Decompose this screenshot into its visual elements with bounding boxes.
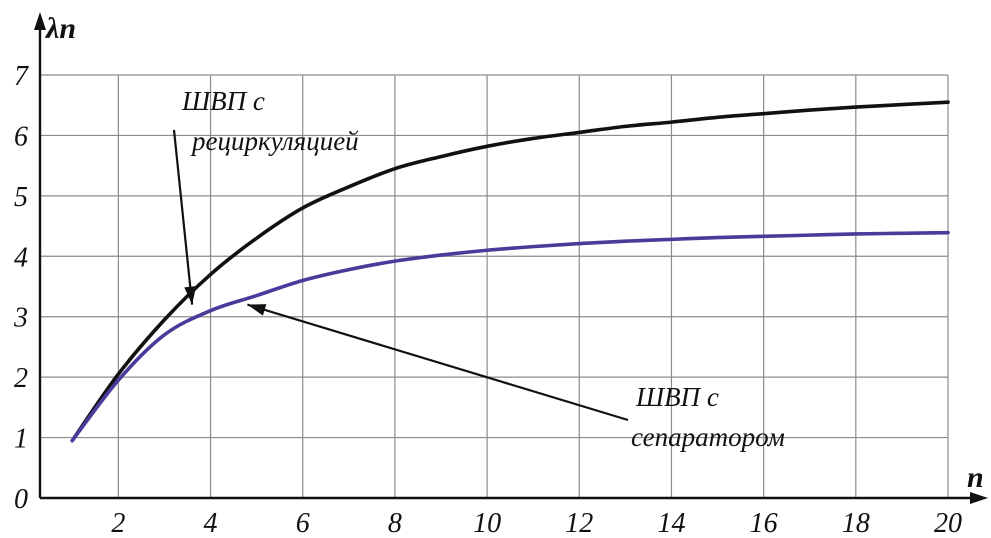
annotation-recirculation: ШВП с рециркуляцией [181, 86, 359, 156]
y-axis-arrow [34, 12, 46, 30]
grid [40, 74, 949, 498]
arrow-separator-head [247, 304, 267, 316]
x-tick-label: 12 [565, 508, 593, 538]
y-tick-label: 5 [14, 182, 28, 213]
y-tick-label: 1 [14, 424, 28, 455]
series-line-separator [70, 230, 950, 443]
y-axis-label: λn [44, 12, 76, 45]
x-tick-label: 14 [657, 508, 685, 538]
annotation-separator-line-2: сепаратором [631, 422, 785, 452]
x-tick-label: 10 [473, 508, 501, 538]
y-tick-label: 0 [14, 484, 28, 515]
axes [34, 12, 988, 504]
y-tick-label: 2 [14, 363, 28, 394]
y-tick-label: 7 [14, 61, 29, 92]
x-tick-label: 8 [388, 508, 402, 538]
x-tick-label: 2 [111, 508, 125, 538]
annotation-separator-line-1: ШВП с [635, 382, 719, 412]
annotation-arrows [172, 129, 629, 422]
annotation-recirculation-line-2: рециркуляцией [190, 126, 359, 156]
x-tick-label: 4 [204, 508, 218, 538]
x-axis-arrow [970, 492, 988, 504]
arrow-recirculation-head [184, 286, 197, 305]
x-tick-label: 6 [296, 508, 310, 538]
y-tick-label: 6 [14, 121, 28, 152]
y-tick-label: 4 [14, 242, 28, 273]
annotation-separator: ШВП с сепаратором [631, 382, 785, 452]
y-tick-label: 3 [13, 303, 28, 334]
annotation-recirculation-line-1: ШВП с [181, 86, 265, 116]
arrow-recirculation-shaft [172, 129, 194, 305]
series-lines [70, 100, 950, 443]
x-axis-label: n [967, 461, 984, 494]
x-tick-label: 18 [842, 508, 870, 538]
x-tick-label: 20 [934, 508, 962, 538]
x-tick-label: 16 [750, 508, 778, 538]
arrow-separator-shaft [247, 303, 629, 422]
series-line-recirculation [70, 100, 950, 443]
